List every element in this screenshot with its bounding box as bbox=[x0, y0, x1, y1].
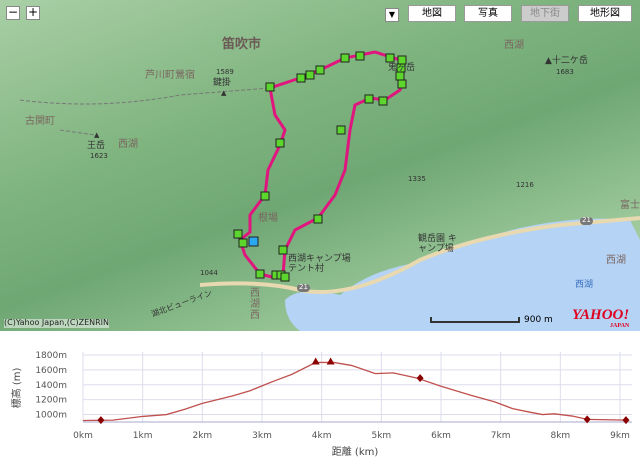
yahoo-logo[interactable]: YAHOO! JAPAN bbox=[572, 307, 630, 330]
label-town: 古関町 bbox=[25, 116, 55, 127]
waypoint-marker[interactable] bbox=[397, 79, 407, 89]
elevation-chart: 1000m 1200m 1400m 1600m 1800m 0km 1km 2km 3km 4km… bbox=[10, 351, 632, 458]
zoom-out-button[interactable]: − bbox=[6, 5, 20, 20]
waypoint-marker[interactable] bbox=[364, 94, 374, 104]
y-tick-label: 1200m bbox=[35, 396, 67, 406]
scale-label: 900 m bbox=[524, 315, 553, 325]
x-tick-label: 9km bbox=[610, 431, 630, 441]
topographic-map[interactable]: − + ▼ 地図 写真 地下街 地形図 笛吹市 芦川町鶯宿 1589 鍵掛 ▲ … bbox=[0, 0, 640, 331]
label-area: 西湖 bbox=[504, 40, 524, 51]
waypoint-marker[interactable] bbox=[265, 82, 275, 92]
dropdown-arrow-icon[interactable]: ▼ bbox=[385, 8, 399, 22]
scale-bar bbox=[430, 317, 520, 323]
x-tick-label: 8km bbox=[550, 431, 570, 441]
waypoint-marker[interactable] bbox=[260, 191, 270, 201]
x-tick-label: 4km bbox=[312, 431, 332, 441]
hiking-route bbox=[238, 50, 404, 280]
label-elev: 1683 bbox=[556, 68, 574, 76]
x-tick-label: 3km bbox=[252, 431, 272, 441]
waypoint-marker[interactable] bbox=[275, 138, 285, 148]
waypoint-marker[interactable] bbox=[305, 70, 315, 80]
label-area: 西湖 bbox=[606, 255, 626, 266]
map-type-underground: 地下街 bbox=[521, 5, 569, 22]
ridge-path bbox=[19, 87, 271, 136]
road-number-badge: 21 bbox=[580, 216, 593, 225]
label-elev: 1335 bbox=[408, 175, 426, 183]
lake bbox=[285, 218, 640, 331]
x-tick-label: 1km bbox=[133, 431, 153, 441]
waypoint-marker[interactable] bbox=[355, 51, 365, 61]
zoom-in-button[interactable]: + bbox=[26, 5, 40, 20]
waypoint-marker[interactable] bbox=[296, 73, 306, 83]
road-number-badge: 21 bbox=[297, 283, 310, 292]
label-elev: 1623 bbox=[90, 152, 108, 160]
waypoint-marker[interactable] bbox=[280, 272, 290, 282]
map-canvas bbox=[19, 50, 640, 331]
y-tick-label: 1800m bbox=[35, 351, 67, 361]
label-station: 西湖西 bbox=[250, 288, 260, 321]
waypoint-marker[interactable] bbox=[97, 416, 105, 425]
label-peak-name: 十二ケ岳 bbox=[551, 56, 588, 66]
waypoint-marker[interactable] bbox=[315, 65, 325, 75]
label-camp: 観岳園 キャンプ場 bbox=[418, 234, 457, 254]
waypoint-marker[interactable] bbox=[583, 415, 591, 424]
label-area: 西湖 bbox=[118, 139, 138, 150]
peak-marker[interactable] bbox=[326, 357, 335, 365]
current-position-marker[interactable] bbox=[248, 236, 259, 247]
x-tick-label: 7km bbox=[491, 431, 511, 441]
waypoint-marker[interactable] bbox=[238, 238, 248, 248]
label-peak: 鍵掛 bbox=[213, 78, 232, 88]
y-tick-label: 1600m bbox=[35, 366, 67, 376]
label-elev: 1216 bbox=[516, 181, 534, 189]
waypoint-marker[interactable] bbox=[233, 229, 243, 239]
label-peak: ▲十二ケ岳 bbox=[545, 56, 588, 66]
waypoint-marker[interactable] bbox=[340, 53, 350, 63]
map-type-terrain[interactable]: 地形図 bbox=[578, 5, 632, 22]
waypoint-marker[interactable] bbox=[416, 374, 424, 383]
waypoint-marker[interactable] bbox=[378, 96, 388, 106]
label-area: 富士 bbox=[620, 200, 640, 211]
label-peak: 鬼ヶ岳 bbox=[388, 63, 416, 73]
y-tick-label: 1400m bbox=[35, 381, 67, 391]
label-peak: 王岳 bbox=[87, 141, 106, 151]
label-camp: 西湖キャンプ場 テント村 bbox=[288, 254, 351, 274]
label-elev: 1589 bbox=[216, 68, 234, 76]
waypoint-marker[interactable] bbox=[278, 245, 288, 255]
elevation-line bbox=[82, 361, 626, 422]
peak-icon: ▲ bbox=[221, 89, 227, 97]
waypoint-marker[interactable] bbox=[313, 214, 323, 224]
label-spot: 根場 bbox=[258, 213, 278, 224]
label-area: 芦川町鶯宿 bbox=[145, 70, 195, 81]
waypoint-marker[interactable] bbox=[336, 125, 346, 135]
y-axis-label: 標高 (m) bbox=[10, 368, 23, 409]
waypoint-marker[interactable] bbox=[385, 53, 395, 63]
y-tick-label: 1000m bbox=[35, 411, 67, 421]
x-tick-label: 2km bbox=[192, 431, 212, 441]
peak-marker[interactable] bbox=[311, 357, 320, 365]
x-tick-label: 6km bbox=[431, 431, 451, 441]
label-elev: 1044 bbox=[200, 269, 218, 277]
label-lake: 西湖 bbox=[575, 280, 594, 290]
map-type-photo[interactable]: 写真 bbox=[464, 5, 512, 22]
waypoint-marker[interactable] bbox=[622, 416, 630, 425]
x-tick-label: 0km bbox=[73, 431, 93, 441]
road bbox=[199, 216, 640, 294]
label-city: 笛吹市 bbox=[222, 37, 262, 52]
waypoint-marker[interactable] bbox=[255, 269, 265, 279]
map-copyright: (C)Yahoo Japan,(C)ZENRIN bbox=[4, 318, 110, 328]
peak-icon: ▲ bbox=[94, 131, 100, 139]
x-tick-label: 5km bbox=[371, 431, 391, 441]
map-type-map[interactable]: 地図 bbox=[408, 5, 456, 22]
x-axis-label: 距離 (km) bbox=[332, 445, 379, 458]
